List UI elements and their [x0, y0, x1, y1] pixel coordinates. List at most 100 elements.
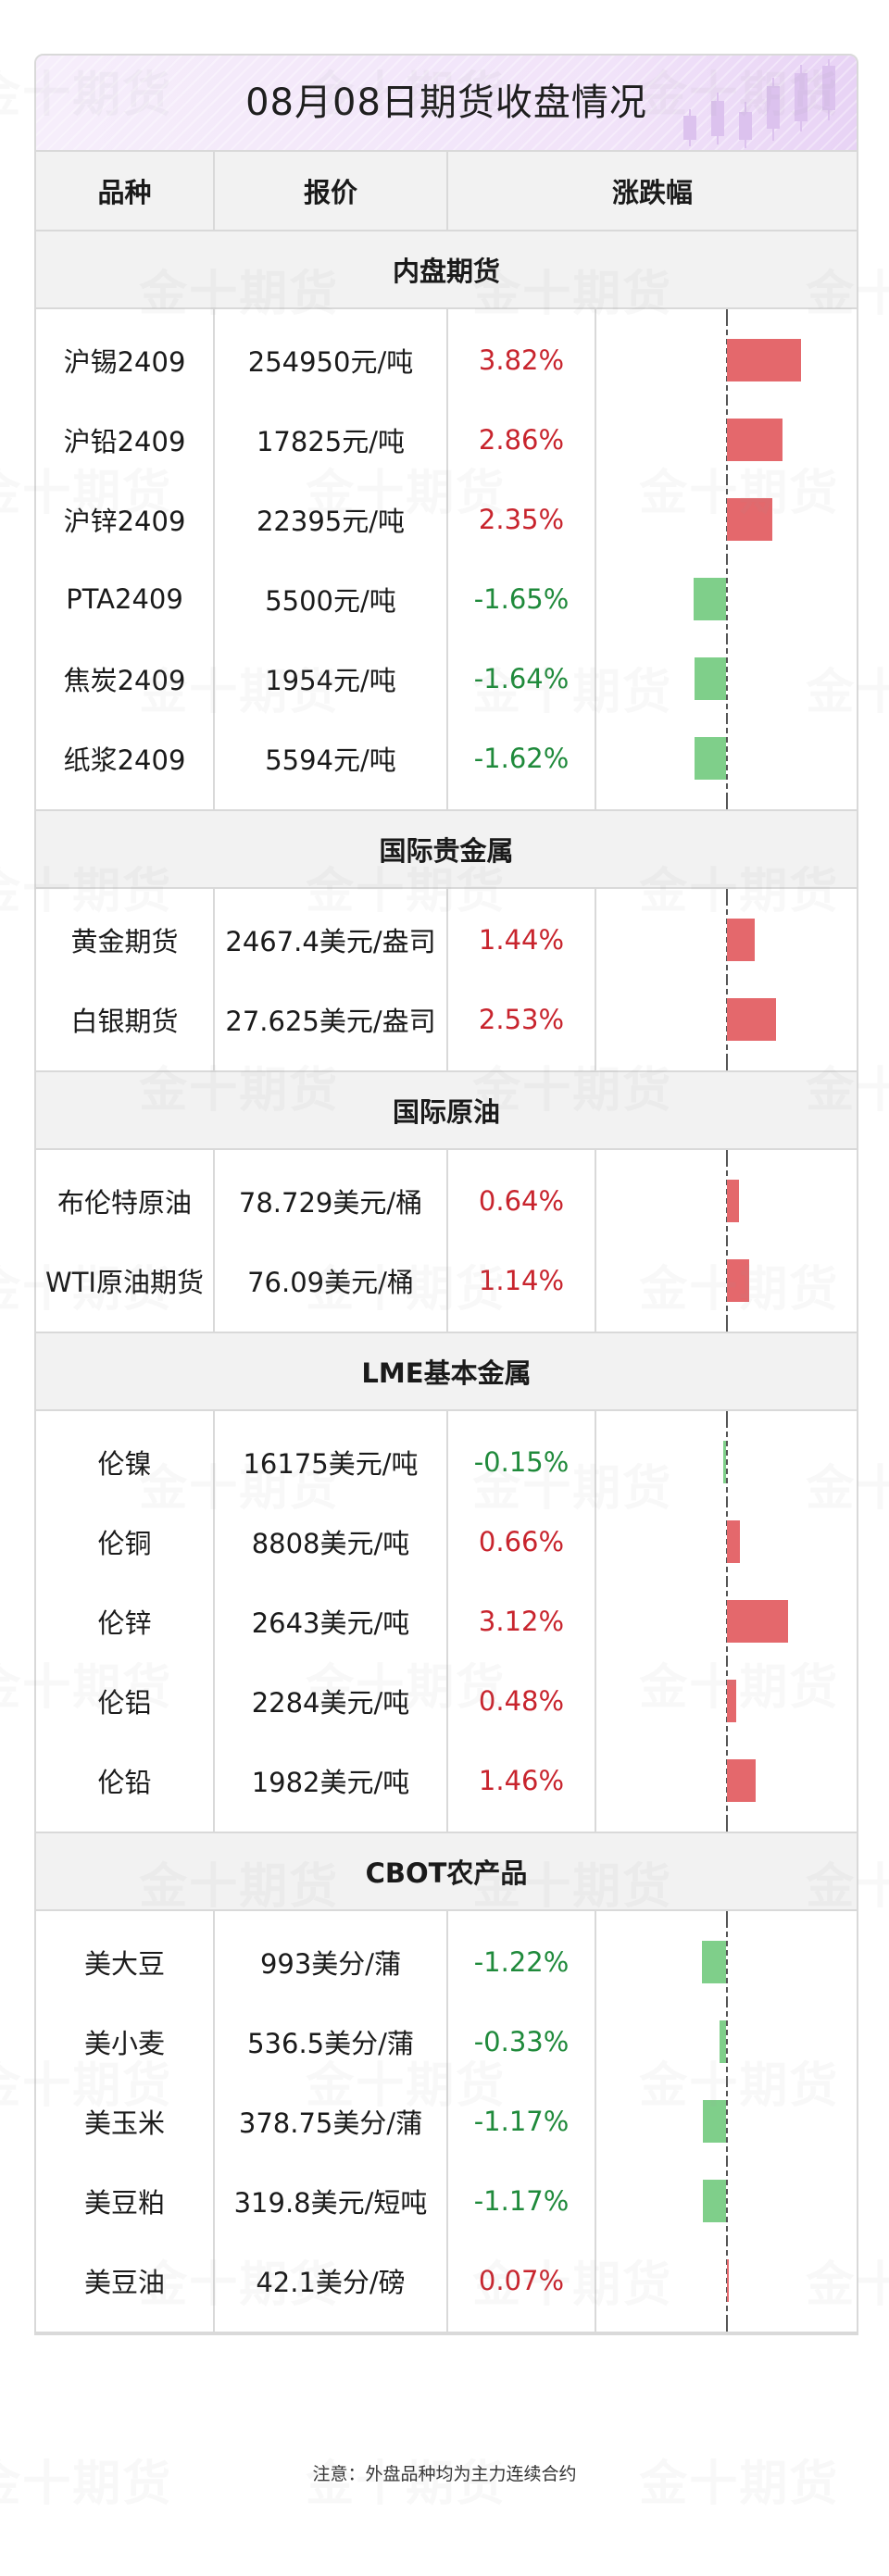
price-cell: 2467.4美元/盎司 [214, 900, 448, 980]
change-bar [727, 1680, 737, 1722]
price-cell: 16175美元/吨 [214, 1422, 448, 1502]
change-bar-cell [595, 1582, 857, 1661]
candlestick-decoration-icon [683, 59, 835, 148]
header-variety: 品种 [36, 152, 215, 231]
change-bar-cell [595, 2241, 857, 2320]
zero-baseline [726, 1422, 728, 1502]
table-row: 美小麦 536.5美分/蒲 -0.33% [36, 2002, 857, 2082]
table-row: 黄金期货 2467.4美元/盎司 1.44% [36, 900, 857, 980]
section-title: CBOT农产品 [36, 1832, 858, 1911]
header-change: 涨跌幅 [447, 152, 858, 231]
futures-table: 品种 报价 涨跌幅 内盘期货沪锡2409 254950元/吨 3.82% 沪铅2409… [36, 152, 858, 2333]
futures-table-card: 08月08日期货收盘情况 品种 报价 涨跌幅 内盘期货沪锡2409 254950元… [34, 54, 858, 2335]
zero-baseline [726, 2161, 728, 2241]
variety-cell: 美豆油 [36, 2241, 215, 2320]
table-row: 白银期货 27.625美元/盎司 2.53% [36, 980, 857, 1059]
change-bar [727, 1180, 740, 1222]
spacer-row [36, 1149, 857, 1161]
spacer-row [36, 1410, 857, 1422]
change-cell: 0.48% [447, 1661, 596, 1741]
section-title: 国际原油 [36, 1071, 858, 1150]
variety-cell: 伦铝 [36, 1661, 215, 1741]
variety-cell: 美小麦 [36, 2002, 215, 2082]
change-bar [727, 1759, 756, 1802]
table-row: 伦铅 1982美元/吨 1.46% [36, 1741, 857, 1820]
change-cell: -1.22% [447, 1922, 596, 2002]
page-title: 08月08日期货收盘情况 [245, 81, 647, 124]
table-header-row: 品种 报价 涨跌幅 [36, 152, 858, 231]
section-header-row: 内盘期货 [36, 231, 858, 309]
variety-cell: 伦锌 [36, 1582, 215, 1661]
change-bar [727, 419, 783, 461]
change-cell: -1.65% [447, 559, 596, 639]
change-bar [727, 339, 802, 381]
price-cell: 993美分/蒲 [214, 1922, 448, 2002]
zero-baseline [726, 559, 728, 639]
change-bar [703, 2100, 726, 2143]
table-row: 沪锡2409 254950元/吨 3.82% [36, 320, 857, 400]
zero-baseline [726, 2002, 728, 2082]
price-cell: 5500元/吨 [214, 559, 448, 639]
change-bar [702, 1941, 726, 1983]
table-row: 沪铅2409 17825元/吨 2.86% [36, 400, 857, 480]
price-cell: 8808美元/吨 [214, 1502, 448, 1582]
table-body: 内盘期货沪锡2409 254950元/吨 3.82% 沪铅2409 17825元/吨 2.… [36, 231, 858, 2333]
change-bar [727, 498, 773, 541]
change-bar [722, 1441, 726, 1483]
price-cell: 5594元/吨 [214, 719, 448, 798]
change-bar [694, 578, 726, 620]
change-bar-cell [595, 480, 857, 559]
table-row: 纸浆2409 5594元/吨 -1.62% [36, 719, 857, 798]
change-bar-cell [595, 1422, 857, 1502]
table-row: 伦铝 2284美元/吨 0.48% [36, 1661, 857, 1741]
change-bar [727, 1600, 788, 1643]
change-bar [727, 1259, 749, 1302]
price-cell: 42.1美分/磅 [214, 2241, 448, 2320]
price-cell: 2284美元/吨 [214, 1661, 448, 1741]
price-cell: 254950元/吨 [214, 320, 448, 400]
spacer-row [36, 1820, 858, 1833]
change-bar-cell [595, 320, 857, 400]
change-cell: 3.12% [447, 1582, 596, 1661]
change-bar [694, 737, 726, 780]
table-row: 美大豆 993美分/蒲 -1.22% [36, 1922, 857, 2002]
table-row: 布伦特原油 78.729美元/桶 0.64% [36, 1161, 857, 1241]
change-cell: -1.17% [447, 2161, 596, 2241]
change-bar-cell [595, 1741, 857, 1820]
section-header-row: 国际原油 [36, 1071, 858, 1150]
change-bar [727, 998, 777, 1041]
change-bar [727, 1520, 740, 1563]
table-row: WTI原油期货 76.09美元/桶 1.14% [36, 1241, 857, 1320]
table-row: PTA2409 5500元/吨 -1.65% [36, 559, 857, 639]
change-bar [727, 2259, 729, 2302]
zero-baseline [726, 639, 728, 719]
change-bar-cell [595, 2082, 857, 2161]
price-cell: 1954元/吨 [214, 639, 448, 719]
section-header-row: LME基本金属 [36, 1332, 858, 1411]
change-bar-cell [595, 980, 857, 1059]
change-cell: 1.44% [447, 900, 596, 980]
spacer-row [36, 308, 857, 320]
price-cell: 17825元/吨 [214, 400, 448, 480]
change-bar-cell [595, 2002, 857, 2082]
change-bar-cell [595, 900, 857, 980]
variety-cell: 伦铅 [36, 1741, 215, 1820]
spacer-row [36, 888, 857, 900]
section-title: LME基本金属 [36, 1332, 858, 1411]
change-cell: -1.17% [447, 2082, 596, 2161]
change-bar-cell [595, 1161, 857, 1241]
change-cell: 2.86% [447, 400, 596, 480]
variety-cell: 纸浆2409 [36, 719, 215, 798]
variety-cell: 沪铅2409 [36, 400, 215, 480]
variety-cell: WTI原油期货 [36, 1241, 215, 1320]
spacer-row [36, 1910, 857, 1922]
table-row: 伦铜 8808美元/吨 0.66% [36, 1502, 857, 1582]
change-cell: -0.15% [447, 1422, 596, 1502]
change-bar-cell [595, 719, 857, 798]
footnote: 注意：外盘品种均为主力连续合约 [312, 2464, 577, 2484]
variety-cell: 美玉米 [36, 2082, 215, 2161]
section-header-row: 国际贵金属 [36, 810, 858, 889]
price-cell: 1982美元/吨 [214, 1741, 448, 1820]
price-cell: 78.729美元/桶 [214, 1161, 448, 1241]
variety-cell: 沪锡2409 [36, 320, 215, 400]
